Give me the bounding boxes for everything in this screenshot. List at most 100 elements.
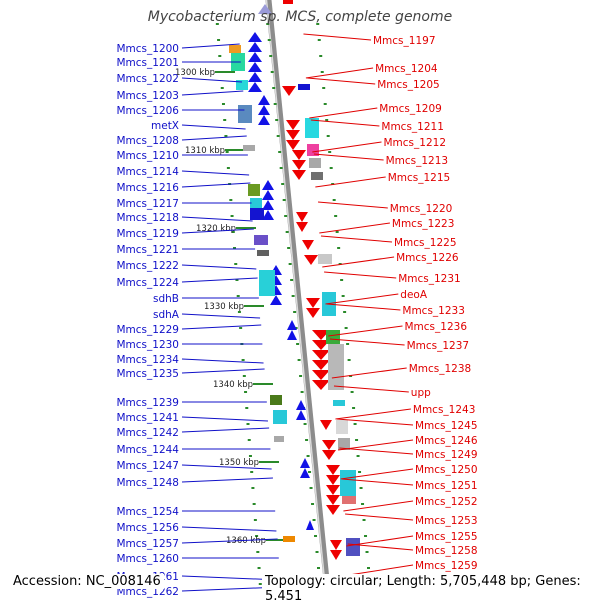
right-gene-leader (317, 201, 388, 209)
right-gene-label: Mmcs_1225 (394, 237, 457, 249)
right-gene-label: Mmcs_1226 (396, 252, 459, 264)
forward-gene-arrow (262, 210, 274, 220)
forward-gene-arrow (300, 458, 310, 468)
right-gene-leader (312, 141, 382, 153)
reverse-gene-block (333, 400, 345, 406)
forward-gene-arrow (296, 410, 306, 420)
forward-gene-arrow (258, 115, 270, 125)
left-gene-label: Mmcs_1235 (116, 368, 179, 380)
reverse-gene-arrow (326, 465, 340, 475)
left-gene-label: Mmcs_1256 (116, 522, 179, 534)
reverse-gene-arrow (286, 130, 300, 140)
kbp-label: 1360 kbp (226, 536, 266, 546)
left-gene-label: sdhB (153, 293, 179, 305)
right-gene-leader (303, 33, 372, 41)
reverse-gene-block (311, 172, 323, 180)
left-gene-label: Mmcs_1254 (116, 506, 179, 518)
right-gene-label: Mmcs_1212 (384, 137, 447, 149)
left-gene-label: Mmcs_1202 (116, 73, 179, 85)
reverse-gene-block (318, 254, 332, 264)
right-gene-label: Mmcs_1197 (373, 35, 436, 47)
right-gene-label: deoA (400, 289, 428, 301)
reverse-gene-arrow (326, 495, 340, 505)
kbp-label: 1350 kbp (219, 458, 259, 468)
right-gene-label: Mmcs_1243 (413, 404, 476, 416)
forward-gene-arrow (248, 72, 262, 82)
right-gene-leader (340, 468, 414, 480)
forward-gene-block (259, 270, 275, 296)
right-gene-leader (339, 447, 414, 455)
left-gene-leader (181, 135, 247, 141)
right-gene-label: Mmcs_1246 (415, 435, 478, 447)
left-gene-label: Mmcs_1208 (116, 135, 179, 147)
right-gene-leader (345, 513, 414, 521)
reverse-gene-arrow (302, 240, 314, 250)
left-gene-label: Mmcs_1206 (116, 105, 179, 117)
left-gene-leader (181, 77, 243, 83)
right-gene-leader (348, 564, 414, 576)
kbp-label: 1300 kbp (175, 68, 215, 78)
left-gene-leader (181, 43, 240, 49)
left-gene-label: Mmcs_1222 (116, 260, 179, 272)
forward-gene-block (273, 410, 287, 424)
left-gene-label: Mmcs_1200 (116, 43, 179, 55)
reverse-gene-arrow (286, 140, 300, 150)
left-gene-leader (181, 538, 278, 544)
left-gene-label: Mmcs_1210 (116, 150, 179, 162)
reverse-gene-block (283, 0, 293, 4)
forward-gene-arrow (287, 320, 297, 330)
left-gene-label: Mmcs_1216 (116, 182, 179, 194)
reverse-gene-arrow (326, 485, 340, 495)
right-gene-leader (310, 119, 380, 127)
backbone-highlight (265, 0, 328, 600)
left-gene-leader (181, 124, 246, 130)
left-gene-leader (181, 277, 258, 283)
reverse-gene-arrow (322, 450, 336, 460)
left-gene-label: Mmcs_1242 (116, 427, 179, 439)
right-gene-leader (346, 535, 414, 547)
right-gene-label: Mmcs_1249 (415, 449, 478, 461)
reverse-gene-arrow (296, 222, 308, 232)
genome-title: Mycobacterium sp. MCS, complete genome (147, 9, 453, 25)
right-gene-label: Mmcs_1215 (388, 172, 451, 184)
reverse-gene-arrow (312, 370, 330, 380)
left-gene-label: Mmcs_1241 (116, 412, 179, 424)
right-gene-label: Mmcs_1209 (379, 103, 442, 115)
forward-gene-arrow (262, 190, 274, 200)
right-gene-label: Mmcs_1231 (398, 273, 461, 285)
reverse-gene-arrow (304, 255, 318, 265)
right-gene-leader (324, 271, 397, 279)
reverse-gene-block (298, 84, 310, 90)
right-gene-leader (315, 176, 386, 188)
left-gene-leader (181, 90, 244, 96)
left-gene-label: metX (151, 120, 179, 132)
reverse-gene-block (307, 144, 319, 156)
right-gene-leader (329, 338, 405, 346)
right-gene-label: Mmcs_1205 (377, 79, 440, 91)
left-gene-leader (181, 182, 251, 188)
right-gene-leader (307, 77, 376, 85)
right-gene-label: upp (411, 387, 431, 399)
left-gene-label: Mmcs_1221 (116, 244, 179, 256)
left-gene-leader (181, 464, 272, 470)
right-gene-label: Mmcs_1259 (415, 560, 478, 572)
reverse-gene-arrow (292, 170, 306, 180)
right-gene-label: Mmcs_1252 (415, 496, 478, 508)
right-gene-label: Mmcs_1204 (375, 63, 438, 75)
left-gene-label: Mmcs_1217 (116, 198, 179, 210)
reverse-gene-arrow (320, 420, 332, 430)
forward-gene-arrow (248, 62, 262, 72)
forward-gene-block (229, 45, 241, 53)
reverse-gene-arrow (312, 340, 330, 350)
right-gene-label: Mmcs_1253 (415, 515, 478, 527)
right-gene-label: Mmcs_1213 (386, 155, 449, 167)
reverse-gene-arrow (292, 160, 306, 170)
reverse-gene-block (340, 470, 356, 496)
reverse-gene-arrow (286, 120, 300, 130)
right-gene-leader (305, 67, 374, 79)
left-gene-label: Mmcs_1239 (116, 397, 179, 409)
left-gene-leader (181, 170, 250, 176)
left-gene-label: Mmcs_1229 (116, 324, 179, 336)
right-gene-leader (343, 500, 414, 512)
